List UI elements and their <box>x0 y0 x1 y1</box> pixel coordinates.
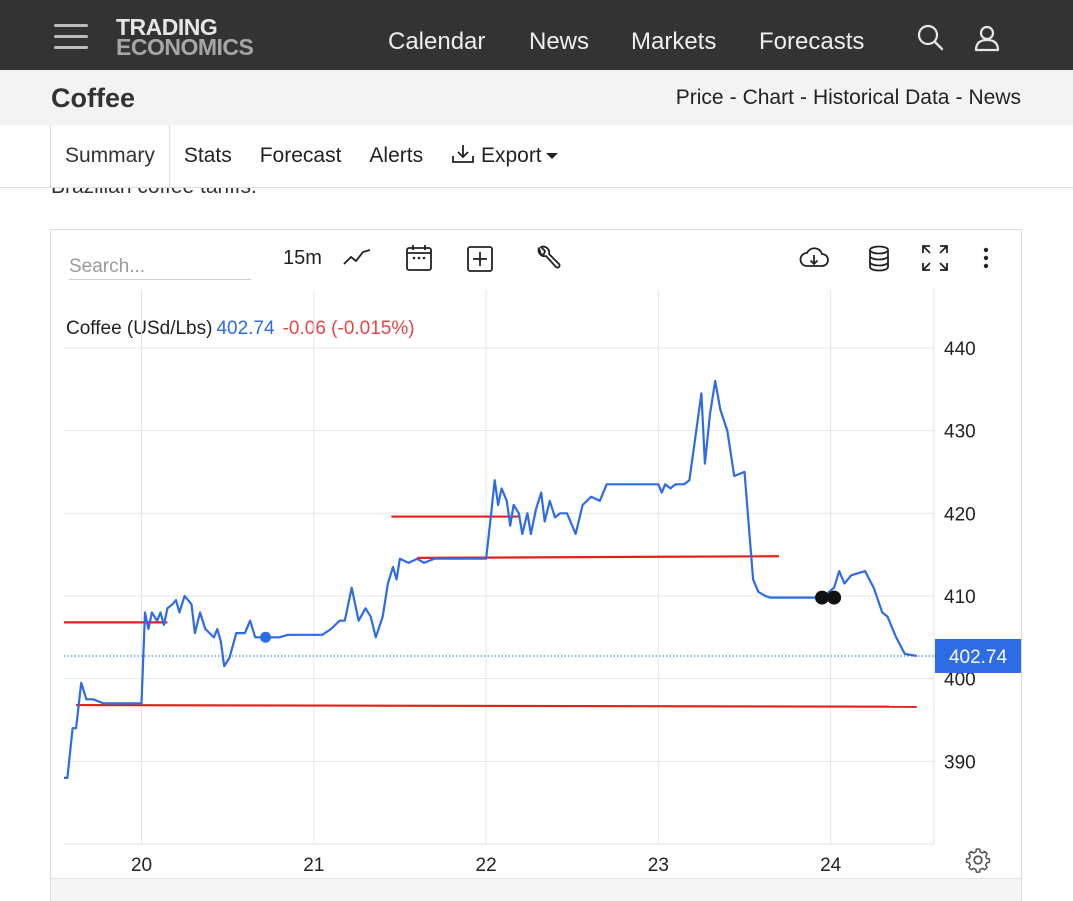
link-chart[interactable]: Chart <box>742 86 794 109</box>
series <box>64 379 917 780</box>
x-tick-label: 24 <box>820 855 842 876</box>
nav-calendar[interactable]: Calendar <box>388 28 486 55</box>
trend-line <box>76 703 917 708</box>
tab-alerts[interactable]: Alerts <box>369 144 424 167</box>
logo-line1: TRADING <box>116 14 218 40</box>
y-tick-label: 390 <box>944 752 976 773</box>
x-tick-label: 22 <box>476 855 497 876</box>
page-title: Coffee <box>51 83 136 113</box>
nav-markets[interactable]: Markets <box>631 28 717 55</box>
event-marker <box>260 631 272 643</box>
tab-summary[interactable]: Summary <box>50 125 170 187</box>
price-chart[interactable]: 390 400 410 420 430 440 20 21 22 23 24 402.74 <box>51 230 1021 878</box>
database-icon[interactable] <box>863 242 895 274</box>
export-label: Export <box>480 144 542 167</box>
grid <box>64 288 935 845</box>
top-navbar: TRADING ECONOMICS Calendar News Markets … <box>0 0 1073 70</box>
x-tick-label: 20 <box>131 855 152 876</box>
menu-icon[interactable] <box>54 24 88 50</box>
tab-stats[interactable]: Stats <box>183 144 232 167</box>
legend-price: 402.74 <box>216 318 275 339</box>
logo-line2: ECONOMICS <box>116 34 254 60</box>
current-price-tag <box>935 638 1021 673</box>
nav-forecasts[interactable]: Forecasts <box>759 28 865 55</box>
legend-name: Coffee (USd/Lbs) <box>66 318 213 339</box>
link-separator: - <box>799 86 807 109</box>
tab-export[interactable]: Export <box>437 125 572 187</box>
nav-news[interactable]: News <box>529 28 590 55</box>
calendar-icon[interactable] <box>403 242 435 274</box>
tabs-divider <box>0 187 1073 188</box>
x-tick-label: 21 <box>303 855 324 876</box>
link-separator: - <box>955 86 963 109</box>
link-price[interactable]: Price <box>675 86 724 109</box>
more-vertical-icon[interactable] <box>970 242 1002 274</box>
price-series-line <box>64 379 917 780</box>
event-marker <box>815 590 830 605</box>
user-icon[interactable] <box>971 22 1003 54</box>
download-icon <box>452 145 475 163</box>
link-historical-data[interactable]: Historical Data <box>812 86 950 109</box>
gear-icon[interactable] <box>965 847 991 873</box>
link-separator: - <box>729 86 737 109</box>
current-price-label: 402.74 <box>949 647 1008 668</box>
period-selector[interactable]: 15m <box>283 247 322 269</box>
chart-container: 15m Coffee (USd/Lbs)402.74-0.06 (-0.015%… <box>50 229 1022 901</box>
caret-down-icon <box>545 153 558 160</box>
add-indicator-icon[interactable] <box>464 242 496 274</box>
section-links: Price - Chart - Historical Data - News <box>676 86 1021 110</box>
cloud-download-icon[interactable] <box>798 242 830 274</box>
tab-forecast[interactable]: Forecast <box>259 144 342 167</box>
fullscreen-icon[interactable] <box>919 242 951 274</box>
event-marker <box>827 590 842 605</box>
y-tick-label: 410 <box>944 587 976 608</box>
legend-change: -0.06 (-0.015%) <box>282 318 415 339</box>
logo[interactable]: TRADING ECONOMICS <box>116 14 254 60</box>
link-news[interactable]: News <box>968 86 1021 109</box>
tab-bar: Summary Stats Forecast Alerts Export <box>50 125 572 187</box>
line-chart-icon[interactable] <box>341 242 373 274</box>
chart-legend: Coffee (USd/Lbs) 402.74 -0.06 (-0.015%) <box>66 318 415 340</box>
y-tick-label: 430 <box>944 422 976 443</box>
range-selector-bar <box>51 878 1021 901</box>
sub-header: Coffee Price - Chart - Historical Data - News <box>0 70 1073 125</box>
y-tick-label: 400 <box>944 670 976 691</box>
wrench-icon[interactable] <box>531 242 563 274</box>
y-tick-label: 420 <box>944 504 976 525</box>
chart-search-input[interactable] <box>69 250 251 280</box>
axes: 390 400 410 420 430 440 20 21 22 23 24 402.74 <box>131 339 1021 876</box>
search-icon[interactable] <box>914 22 946 54</box>
markers <box>260 590 842 643</box>
x-tick-label: 23 <box>648 855 669 876</box>
y-tick-label: 440 <box>944 339 976 360</box>
